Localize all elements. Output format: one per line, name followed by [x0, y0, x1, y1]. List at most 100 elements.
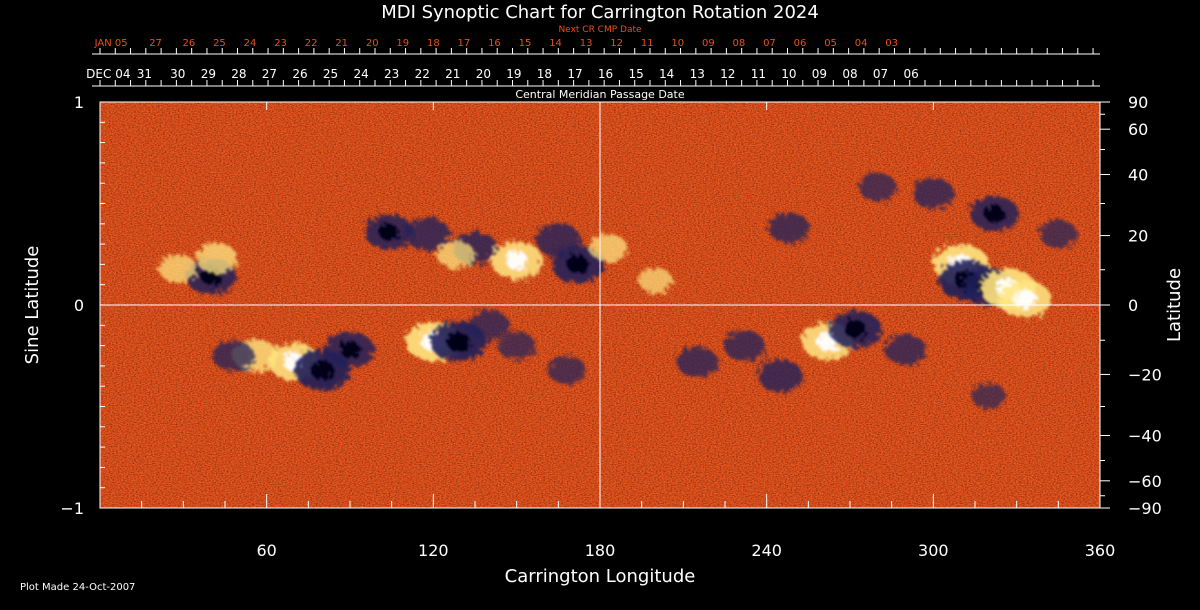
y-axis-right-label: Latitude	[1164, 268, 1185, 342]
region-halo	[676, 346, 719, 378]
magnetic-region-negative	[325, 332, 375, 368]
next-cmp-date-label: 12	[610, 38, 623, 49]
cmp-date-label: 13	[690, 67, 705, 81]
y-right-tick-label: 20	[1128, 227, 1148, 246]
y-right-tick-label: −90	[1128, 499, 1162, 518]
cmp-date-label: 06	[903, 67, 918, 81]
region-halo	[158, 254, 197, 283]
magnetic-region-negative	[405, 217, 451, 251]
region-halo	[757, 359, 804, 393]
plot-made-footer: Plot Made 24-Oct-2007	[20, 582, 135, 593]
magnetic-region-positive	[998, 280, 1052, 318]
next-cmp-date-label: 27	[149, 38, 162, 49]
cmp-date-label: 09	[812, 67, 827, 81]
region-halo	[195, 243, 238, 274]
cmp-date-label: DEC 04	[86, 67, 130, 81]
magnetic-region-negative	[970, 196, 1019, 232]
cmp-date-label: 20	[476, 67, 491, 81]
next-cmp-date-label: 13	[580, 38, 593, 49]
axes: 60 120 180 240 300 360 1 0 −1 90 60 40 20 0 −20 −40 −60 −…	[60, 93, 1161, 560]
next-cmp-date-label: 07	[763, 38, 776, 49]
magnetic-region-negative	[1039, 219, 1078, 248]
region-halo	[1039, 219, 1078, 248]
cmp-date-label: 28	[231, 67, 246, 81]
next-cmp-date-label: 18	[427, 38, 440, 49]
region-core	[984, 205, 1005, 223]
y-left-tick-label: 0	[74, 296, 84, 315]
next-cmp-date-label: 03	[885, 38, 898, 49]
next-cmp-date-label: 26	[183, 38, 196, 49]
cmp-date-label: 14	[659, 67, 674, 81]
cmp-date-label: 07	[873, 67, 888, 81]
next-cmp-date-label: 20	[366, 38, 379, 49]
region-halo	[638, 267, 673, 294]
cmp-date-label: 17	[567, 67, 582, 81]
cmp-date-axes: JAN 05 27 26 25 24 23 22 21 20 19 18 17 16 15 14 13 12 11…	[86, 38, 1100, 87]
magnetic-region-positive	[436, 240, 475, 269]
region-core	[378, 223, 400, 241]
magnetic-region-negative	[858, 173, 897, 202]
cmp-date-label: 29	[201, 67, 216, 81]
y-left-tick-label: −1	[60, 499, 84, 518]
magnetic-region-positive	[490, 241, 543, 280]
magnetic-region-negative	[497, 331, 536, 360]
magnetic-region-negative	[757, 359, 804, 393]
x-tick-label: 300	[918, 541, 949, 560]
cmp-date-label: 25	[323, 67, 338, 81]
cmp-date-label: 26	[292, 67, 307, 81]
next-cmp-date-label: 15	[519, 38, 532, 49]
magnetic-region-negative	[468, 310, 510, 341]
cmp-date-label: 12	[720, 67, 735, 81]
cmp-date-label: 21	[445, 67, 460, 81]
plot-area	[100, 102, 1100, 508]
magnetic-region-negative	[829, 310, 882, 349]
cmp-date-label: 23	[384, 67, 399, 81]
magnetic-region-positive	[638, 267, 673, 294]
next-cmp-date-label: 04	[855, 38, 868, 49]
next-cmp-date-label: 09	[702, 38, 715, 49]
magnetic-region-negative	[676, 346, 719, 378]
region-halo	[468, 310, 510, 341]
next-cmp-date-label: 23	[274, 38, 287, 49]
region-halo	[497, 331, 536, 360]
magnetic-region-negative	[912, 178, 955, 209]
region-halo	[405, 217, 451, 251]
y-right-tick-label: 60	[1128, 120, 1148, 139]
magnetic-region-positive	[195, 243, 238, 274]
magnetic-region-negative	[723, 330, 766, 361]
region-halo	[884, 334, 927, 365]
x-tick-label: 180	[585, 541, 616, 560]
cmp-date-label: 18	[537, 67, 552, 81]
y-right-tick-label: 40	[1128, 166, 1148, 185]
region-core	[1013, 289, 1037, 309]
magnetic-region-negative	[364, 214, 414, 250]
magnetic-region-negative	[884, 334, 927, 365]
next-cmp-date-label: 25	[213, 38, 226, 49]
x-axis-label: Carrington Longitude	[505, 566, 696, 587]
x-tick-label: 360	[1085, 541, 1116, 560]
y-right-tick-label: 0	[1128, 296, 1138, 315]
region-halo	[768, 212, 810, 244]
region-core	[566, 255, 589, 274]
cmp-date-label: 24	[353, 67, 368, 81]
cmp-date-label: 10	[781, 67, 796, 81]
active-regions	[158, 173, 1078, 410]
next-cmp-date-label: 05	[824, 38, 837, 49]
x-tick-label: 120	[418, 541, 449, 560]
next-cmp-date-label: 16	[488, 38, 501, 49]
cmp-date-label: 30	[170, 67, 185, 81]
y-axis-left-label: Sine Latitude	[22, 246, 43, 365]
cmp-date-label: 19	[506, 67, 521, 81]
region-core	[310, 359, 335, 380]
cmp-date-label: 27	[262, 67, 277, 81]
next-cmp-date-label: 14	[549, 38, 562, 49]
region-halo	[212, 340, 255, 371]
magnetic-region-negative	[971, 383, 1007, 410]
next-cmp-axis-label: Next CR CMP Date	[558, 25, 642, 35]
x-tick-label: 60	[256, 541, 276, 560]
x-tick-label: 240	[751, 541, 782, 560]
region-halo	[858, 173, 897, 202]
region-halo	[547, 355, 586, 384]
y-left-tick-label: 1	[74, 93, 84, 112]
